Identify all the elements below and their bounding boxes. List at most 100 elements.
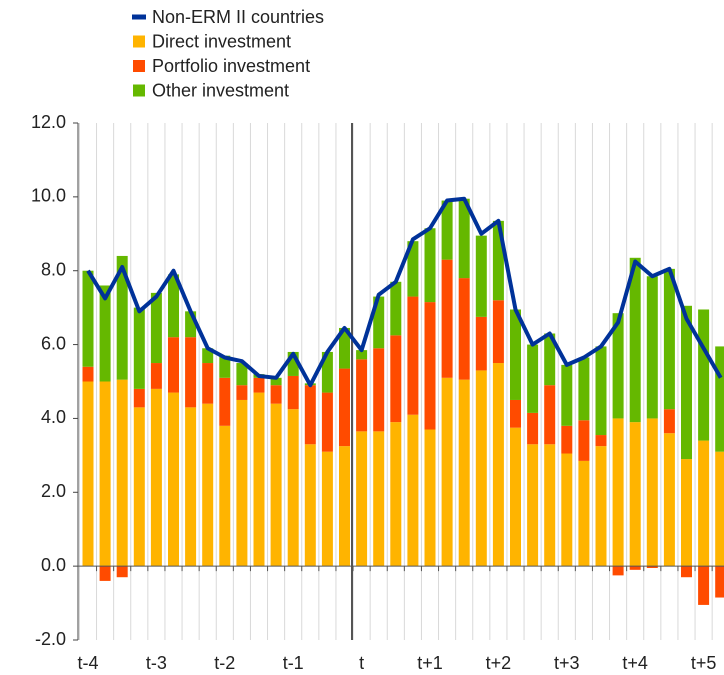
bar-segment [492, 300, 504, 364]
bar-segment [715, 346, 724, 452]
bar-segment [646, 276, 658, 419]
bar-segment [287, 351, 299, 376]
bar-segment [356, 431, 368, 567]
x-tick-label: t-3 [146, 653, 167, 673]
bar-segment [424, 302, 436, 430]
bar-segment [458, 198, 470, 279]
bar-segment [270, 377, 282, 386]
bar-segment [424, 429, 436, 567]
bar-segment [99, 285, 111, 382]
bar-segment [612, 566, 624, 576]
bar-segment [219, 355, 231, 378]
bar-segment [339, 446, 350, 567]
bar-segment [663, 433, 675, 567]
bar-segment [168, 274, 179, 338]
bar-segment [492, 363, 504, 567]
foreground: -2.0 0.0 2.0 4.0 6.0 8.0 10.0 12.0 t-4 t-3 t-2 t-1 t… [31, 7, 724, 673]
bar-segment [544, 385, 556, 445]
bar-segment [646, 566, 658, 568]
bar-segment [116, 255, 128, 380]
bar-segment [339, 368, 350, 447]
y-tick-label: 0.0 [41, 555, 66, 575]
legend-swatch [133, 35, 145, 48]
bar-segment [441, 377, 453, 567]
x-tick-label: t+3 [554, 653, 580, 673]
bar-segment [681, 459, 692, 567]
bar-segment [82, 270, 94, 367]
bar-segment [612, 418, 624, 567]
bar-segment [698, 440, 710, 567]
bar-segment [202, 348, 214, 364]
legend-swatch [133, 84, 145, 97]
bar-segment [133, 407, 145, 567]
bar-segment [253, 377, 265, 393]
x-tick-label: t-4 [77, 653, 98, 673]
bar-segment [270, 385, 282, 404]
bar-segment [236, 363, 248, 386]
bar-segment [390, 335, 402, 423]
bar-segment [715, 566, 724, 598]
bar-segment [253, 392, 265, 567]
bar-segment [629, 257, 641, 423]
bar-segment [510, 309, 521, 400]
legend-label: Non-ERM II countries [152, 7, 324, 27]
bar-segment [133, 307, 145, 389]
bar-segment [595, 446, 607, 567]
bar-segment [321, 351, 333, 393]
bar-segment [646, 418, 658, 567]
bar-segment [458, 278, 470, 380]
bar-segment [715, 451, 724, 567]
bar-segment [681, 305, 692, 460]
bar-segment [595, 435, 607, 447]
bar-segment [82, 366, 94, 382]
bar-segment [561, 425, 573, 454]
y-tick-label: 12.0 [31, 112, 66, 132]
x-tick-label: t-2 [214, 653, 235, 673]
bar-segment [510, 427, 521, 567]
bar-segment [595, 346, 607, 436]
bar-segment [133, 388, 145, 408]
x-tick-label: t+5 [691, 653, 717, 673]
bar-segment [321, 392, 333, 452]
bar-segment [202, 363, 214, 404]
bar-segment [116, 566, 128, 578]
bar-segment [612, 313, 624, 419]
bar-segment [236, 399, 248, 567]
bar-segment [475, 235, 487, 317]
bar-grid [78, 123, 713, 640]
bar-segment [458, 379, 470, 567]
bar-segment [373, 348, 385, 432]
bar-segment [356, 359, 368, 432]
x-tick-label: t+1 [417, 653, 443, 673]
bar-segment [99, 566, 111, 581]
legend-line [132, 14, 146, 20]
bar-segment [219, 377, 231, 426]
bar-segment [527, 344, 539, 413]
bar-segment [116, 379, 128, 567]
bar-segment [441, 200, 453, 260]
bar-segment [441, 259, 453, 378]
bar-segment [698, 566, 710, 605]
y-tick-label: 2.0 [41, 481, 66, 501]
bar-segment [150, 292, 162, 364]
bar-segment [544, 333, 556, 386]
bar-segment [390, 281, 402, 336]
x-tick-label: t+2 [486, 653, 512, 673]
y-tick-label: -2.0 [35, 629, 66, 649]
bar-segment [321, 451, 333, 567]
bar-segment [527, 412, 539, 445]
bar-segment [578, 460, 590, 567]
bar-segment [527, 444, 539, 567]
bar-segment [287, 375, 299, 410]
line-series [86, 196, 723, 388]
bar-segment [99, 381, 111, 567]
bar-segment [561, 364, 573, 426]
bar-segment [287, 409, 299, 567]
bar-segment [270, 403, 282, 567]
bar-segment [407, 414, 419, 567]
bar-segment [475, 316, 487, 371]
bar-segment [578, 357, 590, 421]
bar-segment [424, 228, 436, 303]
x-tick-label: t-1 [283, 653, 304, 673]
bar-segment [304, 385, 316, 445]
